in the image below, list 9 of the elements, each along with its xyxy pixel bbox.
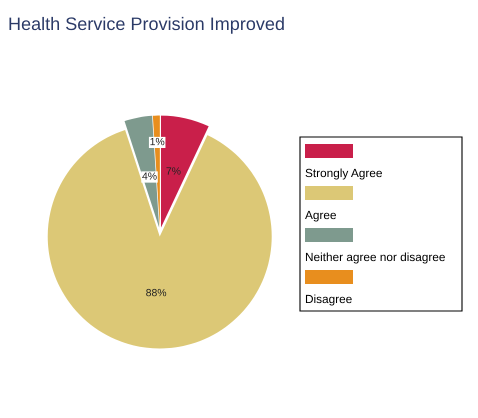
- legend-label: Agree: [305, 210, 336, 222]
- data-label: 1%: [150, 138, 164, 146]
- data-label: 4%: [142, 172, 157, 180]
- legend-label: Disagree: [306, 294, 352, 306]
- legend-label: Neither agree nor disagree: [306, 252, 445, 264]
- data-label: 88%: [146, 288, 166, 296]
- legend-label: Strongly Agree: [306, 168, 382, 180]
- chart-title: Health Service Provision Improved: [9, 16, 284, 34]
- data-label: 7%: [166, 167, 181, 175]
